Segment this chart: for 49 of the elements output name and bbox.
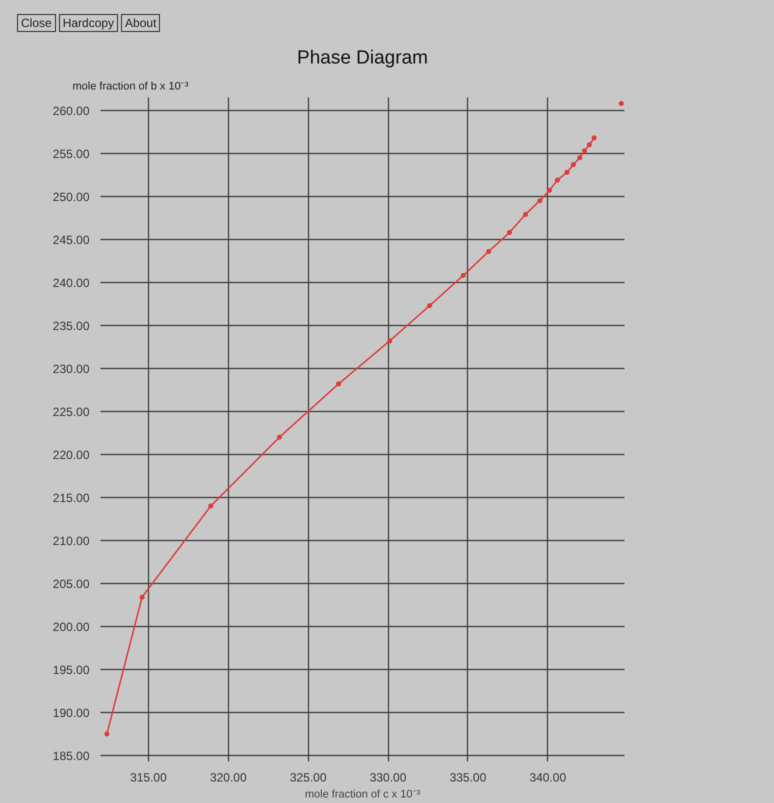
point: [582, 148, 588, 154]
chart-title: Phase Diagram: [297, 48, 428, 68]
y-tick-label: 225.00: [52, 404, 90, 419]
point: [460, 273, 466, 278]
point: [506, 230, 512, 236]
y-axis-title: mole fraction of b x 10⁻³: [72, 80, 189, 92]
y-tick-label: 235.00: [52, 318, 90, 333]
x-tick-label: 335.00: [450, 770, 487, 784]
text: Close: [17, 14, 56, 32]
y-tick-label: 200.00: [52, 620, 90, 634]
y-tick-label: 220.00: [52, 448, 90, 462]
y-tick-label: 245.00: [52, 232, 90, 247]
point: [427, 303, 432, 308]
point: [336, 381, 342, 386]
y-tick-label: 250.00: [52, 190, 90, 204]
y-tick-label: 185.00: [52, 748, 90, 763]
y-tick-label: 260.00: [52, 104, 90, 118]
point: [564, 170, 570, 175]
y-tick-label: 190.00: [52, 706, 90, 720]
point: [586, 142, 592, 148]
point: [522, 212, 528, 217]
x-tick-label: 320.00: [210, 770, 247, 784]
text: Hardcopy: [58, 14, 118, 32]
point: [592, 135, 597, 140]
y-tick-label: 215.00: [52, 490, 90, 505]
point: [546, 188, 552, 193]
point: [554, 178, 560, 183]
point: [618, 101, 624, 106]
x-tick-label: 325.00: [290, 770, 327, 784]
x-axis-title: mole fraction of c x 10⁻³: [304, 788, 420, 800]
x-tick-label: 330.00: [370, 770, 407, 784]
point: [570, 162, 576, 168]
y-tick-label: 240.00: [52, 276, 90, 290]
y-tick-label: 255.00: [52, 146, 90, 161]
point: [537, 198, 542, 204]
text: About: [121, 14, 160, 32]
point: [276, 434, 282, 440]
point: [140, 594, 145, 600]
x-tick-label: 315.00: [130, 770, 168, 784]
x-tick-label: 340.00: [529, 770, 566, 784]
point: [577, 155, 582, 160]
y-tick-label: 205.00: [52, 576, 90, 591]
y-tick-label: 230.00: [52, 362, 90, 376]
y-tick-label: 210.00: [52, 534, 90, 548]
y-tick-label: 195.00: [52, 662, 90, 677]
point: [387, 338, 392, 344]
point: [104, 731, 110, 736]
point: [208, 504, 214, 509]
point: [486, 248, 492, 254]
